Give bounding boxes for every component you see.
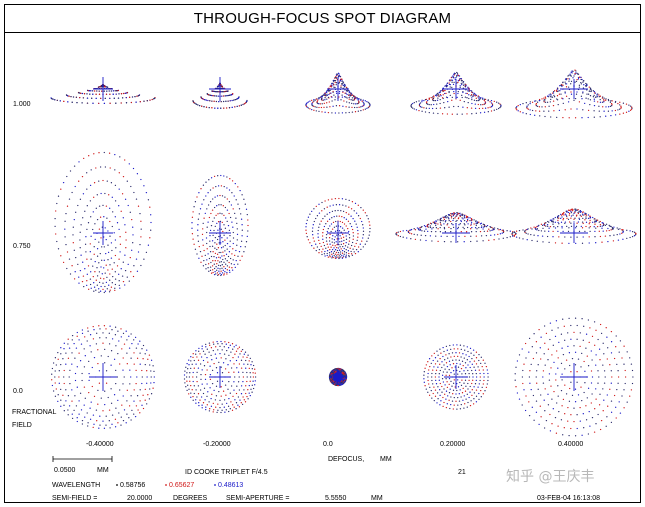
spot-pattern-r2-c3: [423, 344, 489, 410]
field-label-0: 0.0: [13, 388, 23, 395]
field-label: FIELD: [12, 422, 32, 429]
chief-ray-cross-r1-c4: [560, 223, 588, 243]
spot-pattern-r1-c2: [305, 197, 371, 260]
spot-pattern-r1-c1: [191, 174, 249, 277]
chief-ray-cross-r0-c3: [442, 79, 470, 99]
wavelength-2: 0.65627: [169, 482, 194, 489]
chief-ray-cross-r0-c2: [327, 77, 349, 101]
chief-ray-cross-r2-c3: [444, 365, 468, 389]
wavelength-3-marker: [214, 484, 216, 486]
chief-ray-cross-r1-c3: [442, 223, 470, 243]
diagram-frame: THROUGH-FOCUS SPOT DIAGRAM: [4, 4, 641, 503]
wavelength-1-marker: [116, 484, 118, 486]
wavelength-2-marker: [165, 484, 167, 486]
defocus-value-5: 0.40000: [558, 441, 583, 448]
wavelength-3: 0.48613: [218, 482, 243, 489]
lens-name: ID COOKE TRIPLET F/4.5: [185, 469, 268, 476]
spot-pattern-r2-c0: [51, 325, 155, 429]
scale-bar: [52, 456, 113, 462]
spot-pattern-r1-c4: [511, 208, 637, 245]
wavelength-1: 0.58756: [120, 482, 145, 489]
title-bar: THROUGH-FOCUS SPOT DIAGRAM: [5, 5, 640, 33]
scale-bar-unit: MM: [97, 467, 109, 474]
spot-pattern-r2-c1: [183, 340, 257, 414]
defocus-value-2: -0.20000: [203, 441, 231, 448]
spot-pattern-r2-c4: [514, 317, 634, 437]
chief-ray-cross-r2-c0: [89, 363, 117, 391]
defocus-label: DEFOCUS,: [328, 456, 364, 463]
wavelength-label: WAVELENGTH: [52, 482, 100, 489]
chief-ray-cross-r2-c4: [560, 363, 588, 391]
field-label-0750: 0.750: [13, 243, 31, 250]
semi-field-value: 20.0000: [127, 495, 152, 502]
watermark: 知乎 @王庆丰: [506, 469, 595, 485]
semi-field-unit: DEGREES: [173, 495, 208, 502]
scale-bar-value: 0.0500: [54, 467, 76, 474]
fractional-label: FRACTIONAL: [12, 409, 56, 416]
chief-ray-cross-r0-c0: [93, 77, 113, 101]
spot-pattern-r0-c4: [515, 69, 633, 119]
semi-aperture-value: 5.5550: [325, 495, 347, 502]
chief-ray-cross-r1-c1: [209, 221, 231, 245]
chief-ray-cross-r2-c2: [330, 369, 346, 385]
defocus-value-4: 0.20000: [440, 441, 465, 448]
chief-ray-cross-r1-c2: [327, 221, 349, 245]
spot-pattern-r0-c3: [410, 71, 502, 115]
semi-field-label: SEMI-FIELD =: [52, 495, 97, 502]
field-label-1000: 1.000: [13, 101, 31, 108]
chief-ray-cross-r0-c4: [560, 79, 588, 99]
defocus-value-1: -0.40000: [86, 441, 114, 448]
diagram-title: THROUGH-FOCUS SPOT DIAGRAM: [193, 10, 452, 27]
chief-ray-cross-r1-c0: [93, 221, 113, 245]
semi-aperture-unit: MM: [371, 495, 383, 502]
spot-pattern-r1-c0: [54, 151, 152, 294]
surface-count: 21: [458, 469, 466, 476]
semi-aperture-label: SEMI-APERTURE =: [226, 495, 289, 502]
defocus-value-3: 0.0: [323, 441, 333, 448]
defocus-unit: MM: [380, 456, 392, 463]
date-time: 03-FEB-04 16:13:08: [537, 495, 600, 502]
chief-ray-cross-r0-c1: [209, 77, 231, 101]
spot-grid: [50, 69, 637, 437]
chief-ray-cross-r2-c1: [209, 366, 231, 388]
